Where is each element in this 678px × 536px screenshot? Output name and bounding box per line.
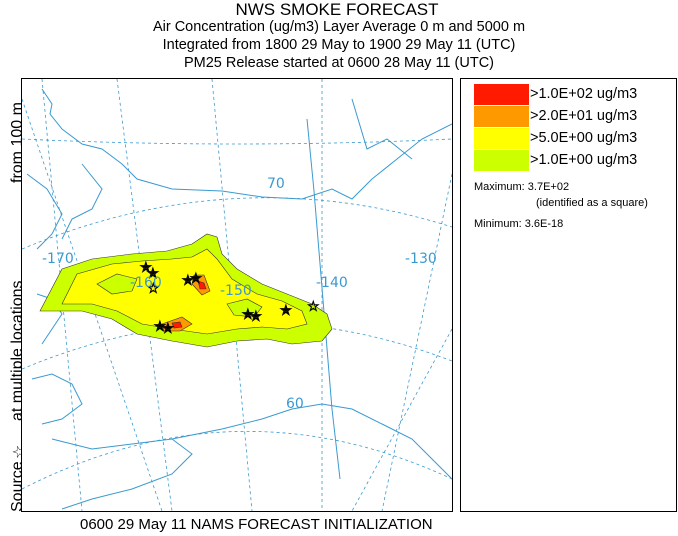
gulf-coast	[171, 403, 452, 480]
chukotka-coast	[26, 173, 63, 250]
arctic-coast	[41, 88, 452, 200]
alaska-map: ✮ ✮ ✮ ✮ ✮ ✮ ✮ ✮ ✮ ☆ ☆ -170 -160 -150 -14…	[22, 79, 452, 511]
legend-label: >1.0E+02 ug/m3	[530, 86, 638, 102]
graticule-labels: -170 -160 -150 -140 -130 70 60	[42, 176, 437, 412]
border-line	[306, 118, 341, 480]
lon-label-160: -160	[130, 275, 162, 291]
lat-label-70: 70	[267, 176, 285, 192]
lat-line-65	[22, 321, 452, 370]
source-markers: ✮ ✮ ✮ ✮ ✮ ✮ ✮ ✮ ✮ ☆ ☆	[140, 260, 320, 338]
release-start: PM25 Release started at 0600 28 May 11 (…	[183, 55, 494, 71]
smoke-plume	[39, 233, 333, 348]
source-star-icon: ☆	[147, 281, 160, 297]
map-panel: ✮ ✮ ✮ ✮ ✮ ✮ ✮ ✮ ✮ ☆ ☆ -170 -160 -150 -14…	[21, 78, 453, 512]
source-star-icon: ✮	[182, 273, 194, 289]
lat-line-70	[22, 197, 452, 250]
seward-coast	[61, 163, 103, 240]
lat-line-60	[22, 431, 452, 490]
lat-label-60: 60	[286, 396, 304, 412]
source-star-icon: ✮	[162, 321, 174, 337]
plume-contour-max-2	[171, 321, 183, 329]
lon-label-130: -130	[405, 251, 437, 267]
yk-delta-coast	[31, 373, 83, 425]
canadian-islands	[351, 98, 413, 160]
plume-contour-max-1	[197, 280, 207, 290]
lon-label-140: -140	[316, 275, 348, 291]
lon-label-150: -150	[220, 283, 252, 299]
legend-label: >5.0E+00 ug/m3	[530, 130, 638, 146]
legend-panel: >1.0E+02 ug/m3 >2.0E+01 ug/m3 >5.0E+00 u…	[460, 78, 677, 512]
minimum-value: Minimum: 3.6E-18	[474, 218, 564, 230]
lon-line-130	[351, 328, 452, 511]
plume-inner-low-2	[226, 298, 263, 318]
legend-label: >1.0E+00 ug/m3	[530, 152, 638, 168]
legend-swatch-orange	[474, 106, 529, 127]
source-star-icon: ✮	[140, 260, 152, 276]
maximum-note: (identified as a square)	[536, 197, 648, 209]
maximum-value: Maximum: 3.7E+02	[474, 181, 570, 193]
source-star-icon: ☆	[307, 299, 320, 315]
coastline	[26, 88, 452, 510]
lon-line-140	[381, 173, 452, 511]
initialization-footer: 0600 29 May 11 NAMS FORECAST INITIALIZAT…	[80, 516, 433, 533]
concentration-subtitle: Air Concentration (ug/m3) Layer Average …	[152, 19, 526, 35]
source-star-icon: ✮	[190, 271, 202, 287]
integration-period: Integrated from 1800 29 May to 1900 29 M…	[162, 37, 516, 53]
lat-line-75	[22, 138, 452, 145]
lon-label-170: -170	[42, 251, 74, 267]
legend-label: >2.0E+01 ug/m3	[530, 108, 638, 124]
plume-inner-low-1	[96, 273, 138, 295]
legend-swatch-green	[474, 150, 529, 171]
forecast-title: NWS SMOKE FORECAST	[235, 0, 439, 19]
source-star-icon: ✮	[250, 309, 262, 325]
source-star-icon: ✮	[280, 303, 292, 319]
legend-swatch-yellow	[474, 128, 529, 149]
legend-swatch-red	[474, 84, 529, 105]
source-star-icon: ✮	[147, 266, 159, 282]
source-star-icon: ✮	[154, 319, 166, 335]
bristol-bay-coast	[51, 438, 193, 510]
source-star-icon: ✮	[242, 307, 254, 323]
